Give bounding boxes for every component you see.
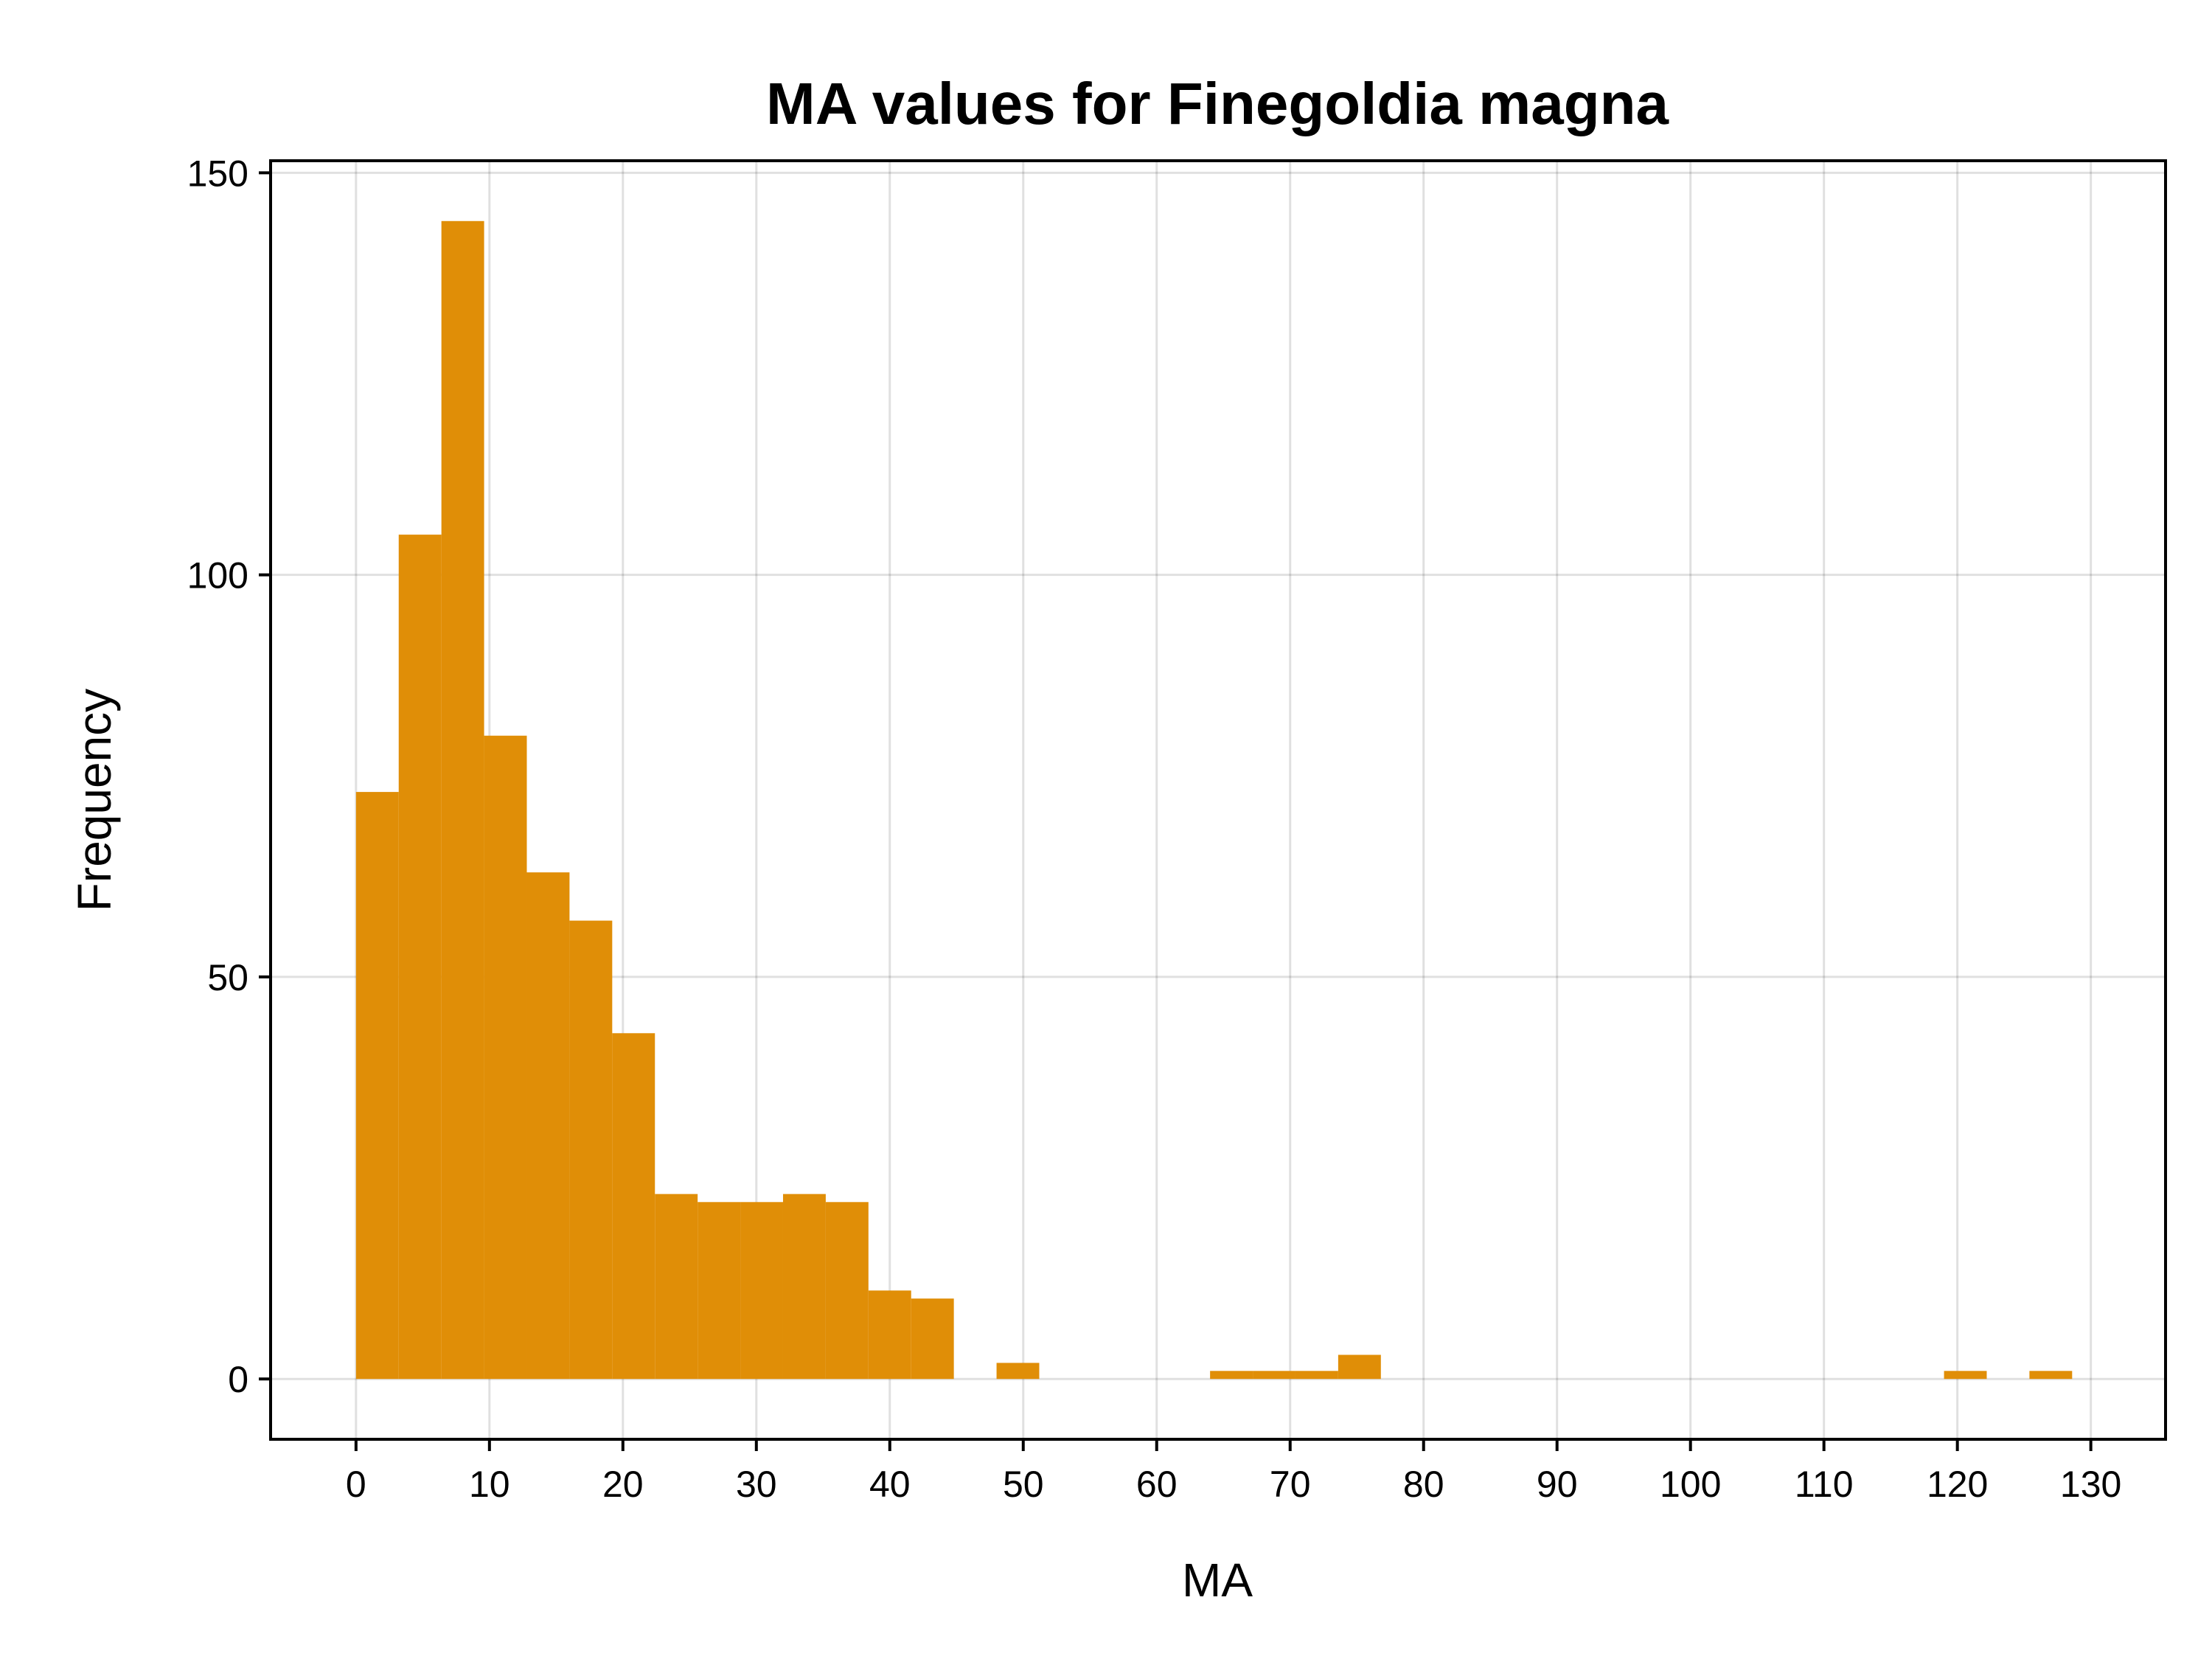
y-axis-label: Frequency: [68, 689, 121, 911]
x-tick-label: 50: [1003, 1464, 1044, 1505]
grid-lines: [271, 161, 2166, 1439]
histogram-bar: [911, 1298, 954, 1380]
histogram-bars: [355, 220, 2073, 1380]
x-axis-ticks: 0 10 20 30 40 50 60 70 80 90 100 110 120 130: [346, 1439, 2121, 1505]
histogram-bar: [1253, 1371, 1295, 1380]
histogram-bar: [740, 1202, 783, 1380]
histogram-bar: [868, 1290, 911, 1380]
x-tick-label: 130: [2060, 1464, 2121, 1505]
y-axis-ticks: 0 50 100 150: [187, 153, 271, 1400]
histogram-bar: [355, 792, 399, 1380]
x-axis-label: MA: [1182, 1554, 1253, 1607]
chart-title: MA values for Finegoldia magna: [766, 71, 1669, 136]
plot-frame: [269, 159, 2167, 1441]
x-tick-label: 110: [1795, 1464, 1854, 1505]
y-tick-label: 150: [187, 153, 248, 194]
x-tick-label: 100: [1660, 1464, 1721, 1505]
x-tick-label: 60: [1136, 1464, 1178, 1505]
histogram-bar: [782, 1194, 826, 1380]
x-tick-label: 120: [1927, 1464, 1988, 1505]
y-tick-label: 0: [228, 1359, 248, 1400]
histogram-bar: [484, 735, 527, 1380]
histogram-bar: [1295, 1371, 1338, 1380]
histogram-bar: [398, 535, 442, 1380]
histogram-bar: [2029, 1371, 2073, 1380]
x-tick-label: 10: [469, 1464, 510, 1505]
histogram-bar: [441, 220, 484, 1380]
x-tick-label: 90: [1537, 1464, 1578, 1505]
x-tick-label: 40: [869, 1464, 911, 1505]
x-tick-label: 20: [602, 1464, 644, 1505]
x-tick-label: 80: [1403, 1464, 1444, 1505]
histogram-bar: [526, 872, 570, 1380]
histogram-bar: [612, 1033, 655, 1380]
histogram-bar: [825, 1202, 869, 1380]
histogram-bar: [569, 920, 613, 1380]
x-tick-label: 70: [1270, 1464, 1311, 1505]
histogram-bar: [1210, 1371, 1253, 1380]
histogram-bar: [1944, 1371, 1987, 1380]
y-tick-label: 50: [207, 957, 248, 998]
x-tick-label: 30: [736, 1464, 777, 1505]
histogram-bar: [698, 1202, 741, 1380]
histogram-bar: [996, 1363, 1040, 1380]
histogram-bar: [655, 1194, 698, 1380]
x-tick-label: 0: [346, 1464, 366, 1505]
histogram-bar: [1338, 1354, 1381, 1380]
y-tick-label: 100: [187, 555, 248, 597]
